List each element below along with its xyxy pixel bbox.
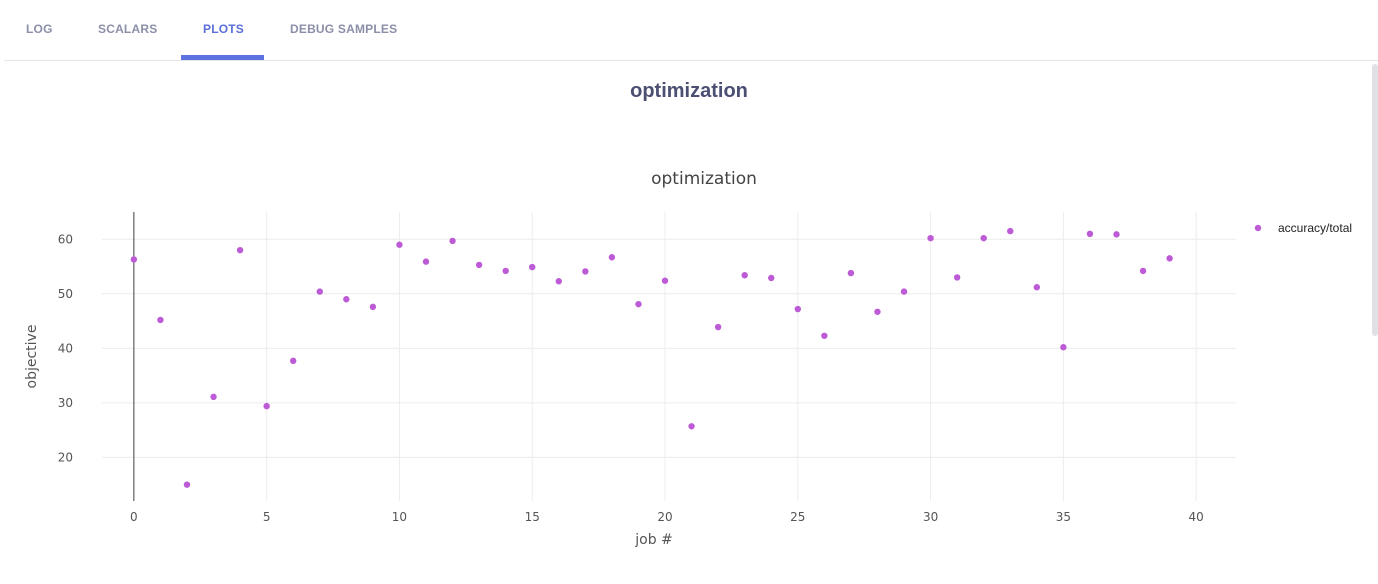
data-point[interactable]	[316, 288, 323, 295]
x-tick-label: 5	[263, 510, 271, 524]
active-tab-indicator	[181, 55, 264, 60]
data-point[interactable]	[635, 300, 642, 308]
data-point[interactable]	[847, 269, 855, 277]
data-point[interactable]	[661, 277, 669, 284]
data-point[interactable]	[236, 246, 244, 254]
data-point[interactable]	[980, 234, 987, 242]
data-point[interactable]	[396, 241, 403, 248]
data-point[interactable]	[1166, 255, 1173, 262]
data-point[interactable]	[608, 254, 616, 261]
data-point[interactable]	[1007, 227, 1014, 235]
data-point[interactable]	[794, 305, 802, 313]
data-point[interactable]	[502, 267, 509, 275]
scatter-chart: optimization 0 5 10 15 20 25 30 35 40 20 30 40 50 60 jo…	[24, 169, 1352, 548]
data-point[interactable]	[475, 261, 483, 269]
data-point[interactable]	[1060, 344, 1067, 351]
data-point[interactable]	[582, 268, 589, 275]
y-tick-label: 50	[58, 287, 73, 301]
x-tick-label: 35	[1056, 510, 1071, 524]
data-point[interactable]	[210, 393, 217, 401]
data-point[interactable]	[422, 258, 430, 265]
x-axis-title: job #	[634, 532, 673, 548]
data-point[interactable]	[1086, 230, 1094, 238]
data-point[interactable]	[157, 316, 164, 324]
data-point[interactable]	[874, 308, 881, 315]
x-tick-label: 15	[525, 510, 540, 524]
data-point[interactable]	[1033, 284, 1041, 291]
tab-log[interactable]: LOG	[26, 22, 53, 36]
data-point[interactable]	[1139, 267, 1147, 275]
data-point[interactable]	[449, 237, 456, 245]
y-axis-title: objective	[24, 325, 40, 389]
y-tick-label: 40	[58, 341, 73, 355]
legend-label[interactable]: accuracy/total	[1278, 221, 1352, 235]
y-tick-label: 20	[58, 450, 73, 464]
x-tick-label: 25	[790, 510, 805, 524]
data-point[interactable]	[183, 481, 191, 488]
data-point[interactable]	[741, 272, 748, 279]
tab-bar: LOG SCALARS PLOTS DEBUG SAMPLES	[0, 0, 1378, 61]
data-point[interactable]	[768, 274, 775, 282]
x-tick-label: 40	[1189, 510, 1204, 524]
data-point[interactable]	[263, 402, 270, 410]
x-tick-label: 0	[130, 510, 138, 524]
data-point[interactable]	[688, 423, 695, 430]
data-point[interactable]	[927, 234, 934, 242]
data-point[interactable]	[1113, 231, 1120, 238]
chart-title: optimization	[651, 169, 757, 189]
tabs-divider	[4, 60, 1378, 61]
data-point[interactable]	[953, 274, 961, 281]
scrollbar-thumb[interactable]	[1372, 64, 1378, 336]
data-point[interactable]	[343, 296, 350, 303]
data-point[interactable]	[900, 288, 908, 295]
data-point[interactable]	[821, 332, 828, 339]
data-point[interactable]	[714, 323, 722, 331]
legend-marker[interactable]	[1254, 224, 1262, 232]
data-point[interactable]	[369, 303, 377, 311]
data-point[interactable]	[555, 278, 562, 285]
data-point[interactable]	[290, 357, 297, 365]
data-point[interactable]	[529, 263, 536, 271]
y-tick-label: 30	[58, 396, 73, 410]
tab-scalars[interactable]: SCALARS	[98, 22, 158, 36]
x-tick-label: 30	[923, 510, 938, 524]
tab-plots[interactable]: PLOTS	[203, 22, 245, 36]
data-point[interactable]	[130, 256, 138, 263]
section-title: optimization	[630, 80, 748, 102]
y-tick-label: 60	[58, 232, 73, 246]
x-tick-label: 10	[392, 510, 407, 524]
tab-debug-samples[interactable]: DEBUG SAMPLES	[290, 22, 398, 36]
x-tick-label: 20	[657, 510, 672, 524]
